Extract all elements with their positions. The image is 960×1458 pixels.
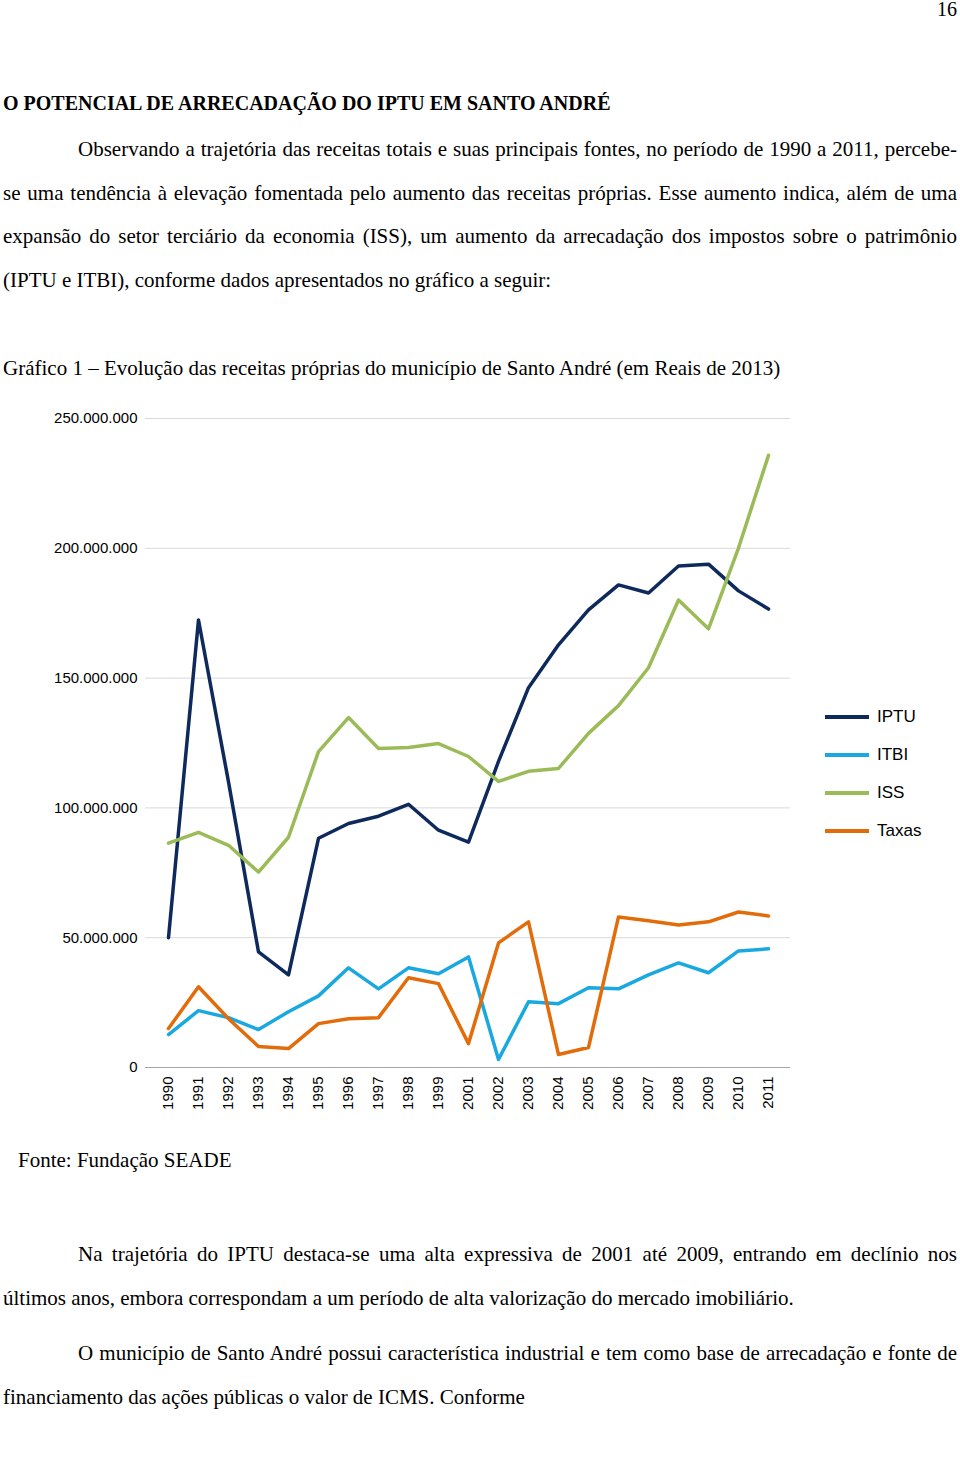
svg-text:2011: 2011 [759,1077,776,1109]
svg-text:2006: 2006 [609,1077,626,1110]
svg-text:2008: 2008 [669,1077,686,1110]
svg-text:100.000.000: 100.000.000 [54,799,137,816]
html-text:O município de Santo André pos: O município de Santo André possui caract… [3,1341,957,1409]
svg-text:2001: 2001 [459,1077,476,1110]
html-text:IPTU: IPTU [877,707,916,726]
html-text:ITBI: ITBI [877,745,909,764]
html-text:Na trajetória do IPTU destaca-: Na trajetória do IPTU destaca-se uma alt… [3,1242,957,1310]
svg-text:1994: 1994 [279,1077,296,1110]
svg-text:2003: 2003 [519,1077,536,1110]
html-text:Fonte: Fundação SEADE: Fonte: Fundação SEADE [18,1148,232,1172]
svg-text:2002: 2002 [489,1077,506,1110]
svg-text:1992: 1992 [219,1077,236,1110]
svg-text:0: 0 [129,1058,137,1075]
svg-text:2007: 2007 [639,1077,656,1110]
html-text:Observando a trajetória das re: Observando a trajetória das receitas tot… [3,137,957,292]
svg-text:1999: 1999 [429,1077,446,1110]
svg-text:200.000.000: 200.000.000 [54,539,137,556]
svg-text:2004: 2004 [549,1077,566,1110]
svg-text:1995: 1995 [309,1077,326,1110]
html-text:ISS: ISS [877,783,905,802]
svg-text:250.000.000: 250.000.000 [54,409,137,426]
svg-text:1997: 1997 [369,1077,386,1110]
html-text:O POTENCIAL DE ARRECADAÇÃO DO: O POTENCIAL DE ARRECADAÇÃO DO IPTU EM SA… [3,92,611,114]
svg-text:1991: 1991 [189,1077,206,1110]
svg-text:1996: 1996 [339,1077,356,1110]
svg-text:2009: 2009 [699,1077,716,1110]
svg-text:2010: 2010 [729,1077,746,1110]
svg-text:2005: 2005 [579,1077,596,1110]
svg-text:1990: 1990 [159,1077,176,1110]
html-text:Taxas: Taxas [877,821,922,840]
svg-text:1993: 1993 [249,1077,266,1110]
svg-text:1998: 1998 [399,1077,416,1110]
svg-text:50.000.000: 50.000.000 [62,929,137,946]
svg-text:150.000.000: 150.000.000 [54,669,137,686]
html-text:Gráfico 1 – Evolução das recei: Gráfico 1 – Evolução das receitas própri… [3,356,781,380]
